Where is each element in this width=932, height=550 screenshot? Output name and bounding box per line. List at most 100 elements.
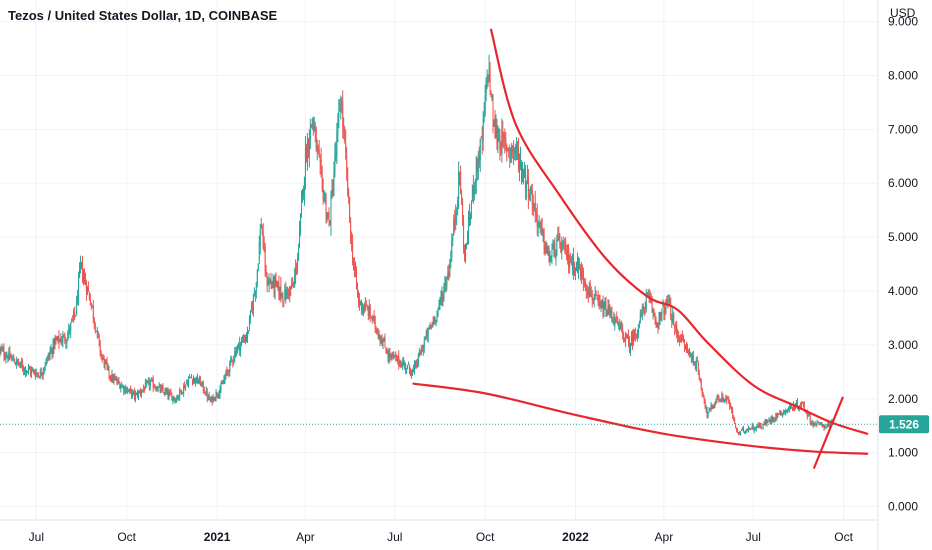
candle-body <box>251 308 253 310</box>
candle-body <box>660 312 662 314</box>
candle-body <box>630 344 632 352</box>
candle-body <box>141 389 143 392</box>
candle-body <box>387 353 389 357</box>
candle-body <box>624 340 626 342</box>
candle-body <box>410 369 412 375</box>
candle-body <box>632 332 634 346</box>
candle-body <box>689 353 691 355</box>
candle-body <box>449 260 451 276</box>
y-tick-label: 2.000 <box>888 392 918 406</box>
candle-body <box>292 284 294 287</box>
candle-body <box>420 348 422 355</box>
candle-body <box>102 356 104 358</box>
candle-body <box>386 351 388 354</box>
candle-body <box>755 427 757 430</box>
candle-body <box>142 388 144 390</box>
candle-body <box>290 286 292 289</box>
candle-body <box>789 407 791 410</box>
candle-body <box>642 306 644 310</box>
candle-body <box>407 365 409 369</box>
candle-body <box>13 356 15 362</box>
candle-body <box>5 357 7 359</box>
candle-body <box>106 361 108 366</box>
candle-body <box>662 306 664 308</box>
candle-body <box>675 326 677 328</box>
candle-body <box>99 341 101 353</box>
candle-body <box>399 361 401 366</box>
candle-body <box>222 382 224 384</box>
chart-title: Tezos / United States Dollar, 1D, COINBA… <box>8 8 278 23</box>
candle-body <box>365 305 367 307</box>
candle-body <box>256 269 258 283</box>
candle-body <box>496 124 498 144</box>
candle-body <box>214 398 216 401</box>
time-scale[interactable]: Jul Oct 2021 Apr Jul Oct 2022 Apr Jul Oct <box>29 530 854 544</box>
candle-body <box>335 151 337 159</box>
candle-body <box>187 383 189 386</box>
candle-body <box>176 397 178 402</box>
candle-body <box>827 422 829 426</box>
candle-body <box>97 331 99 337</box>
candle-body <box>127 389 129 392</box>
candle-body <box>15 364 17 366</box>
candle-body <box>666 300 668 304</box>
candle-body <box>485 80 487 93</box>
price-scale[interactable]: 0.000 1.000 2.000 3.000 4.000 5.000 6.000 7.000… <box>888 15 918 514</box>
candle-body <box>133 391 135 393</box>
candle-body <box>148 380 150 387</box>
candle-body <box>370 317 372 319</box>
candle-body <box>737 429 739 432</box>
candle-body <box>246 330 248 338</box>
candle-body <box>0 347 2 350</box>
candle-body <box>426 331 428 338</box>
candle-body <box>416 363 418 367</box>
candle-body <box>215 392 217 399</box>
candle-body <box>679 338 681 342</box>
candle-body <box>686 347 688 350</box>
candle-body <box>436 310 438 321</box>
candle-body <box>454 219 456 224</box>
grid-layer <box>0 0 878 520</box>
candle-body <box>143 388 145 391</box>
candle-body <box>352 243 354 263</box>
candle-body <box>799 405 801 407</box>
candle-body <box>559 234 561 246</box>
candle-body <box>606 312 608 316</box>
candle-body <box>802 403 804 405</box>
candle-body <box>330 195 332 226</box>
candle-body <box>232 360 234 362</box>
candle-body <box>206 391 208 399</box>
candle-body <box>70 322 72 332</box>
candle-body <box>511 146 513 151</box>
candle-body <box>601 303 603 305</box>
candle-body <box>358 299 360 305</box>
candle-body <box>71 319 73 322</box>
candle-body <box>337 120 339 134</box>
candle-body <box>821 424 823 426</box>
candle-body <box>12 357 14 359</box>
last-price-value: 1.526 <box>889 417 919 431</box>
candle-body <box>539 221 541 226</box>
candle-body <box>786 410 788 412</box>
candle-body <box>498 137 500 141</box>
candle-body <box>231 358 233 360</box>
y-tick-label: 3.000 <box>888 338 918 352</box>
candle-body <box>77 296 79 301</box>
candle-body <box>609 310 611 314</box>
candle-body <box>105 361 107 363</box>
candle-body <box>596 296 598 299</box>
candle-body <box>10 357 12 359</box>
candle-body <box>457 200 459 210</box>
candle-body <box>654 313 656 320</box>
candle-body <box>711 405 713 408</box>
candle-body <box>704 400 706 409</box>
candle-body <box>687 350 689 352</box>
candle-body <box>183 385 185 394</box>
candle-body <box>47 357 49 359</box>
candle-body <box>234 351 236 359</box>
candle-body <box>547 248 549 251</box>
candle-body <box>45 359 47 366</box>
candle-body <box>188 379 190 385</box>
candle-body <box>621 324 623 329</box>
